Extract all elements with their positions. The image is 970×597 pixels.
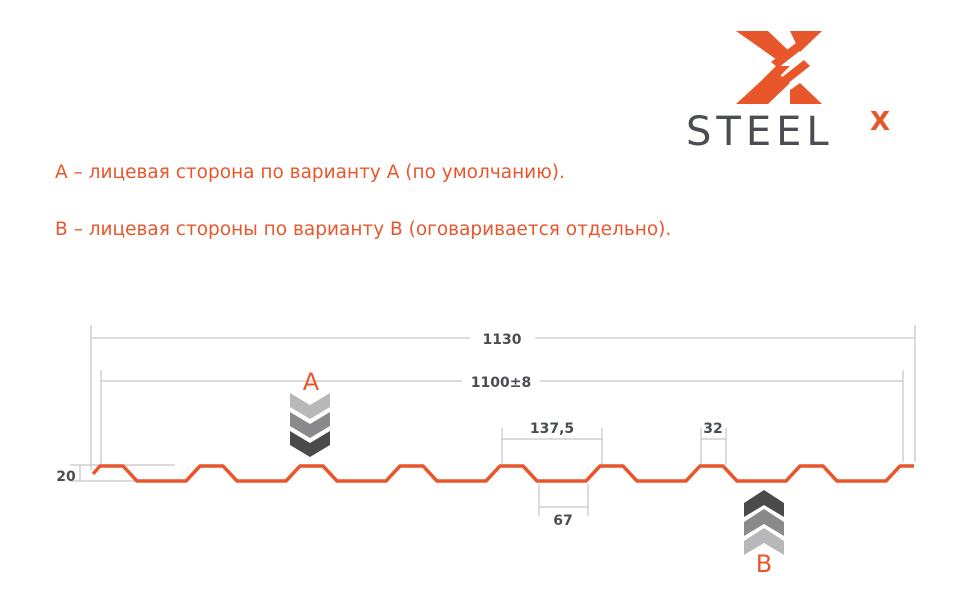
logo-x-mark: [736, 31, 822, 104]
side-b-label: B: [756, 550, 772, 578]
side-a-arrows-icon: [290, 393, 330, 457]
note-side-b: В – лицевая стороны по варианту В (огова…: [55, 219, 672, 240]
sheet-profile: [91, 464, 914, 483]
dim-bottom-width: 67: [553, 513, 572, 529]
dim-total-width: 1130: [483, 332, 522, 348]
dim-top-width: 32: [703, 421, 722, 437]
steelx-logo: STEEL X: [686, 31, 890, 155]
dim-height: 20: [56, 469, 76, 485]
dim-useful-width: 1100±8: [471, 375, 531, 391]
dim-pitch: 137,5: [530, 421, 574, 437]
logo-superscript: X: [870, 107, 890, 137]
note-side-a: А – лицевая сторона по варианту А (по ум…: [55, 162, 565, 183]
logo-text: STEEL: [686, 109, 834, 155]
side-a-label: A: [303, 368, 320, 396]
dimension-lines: [70, 325, 916, 516]
side-b-arrows-icon: [744, 490, 784, 555]
